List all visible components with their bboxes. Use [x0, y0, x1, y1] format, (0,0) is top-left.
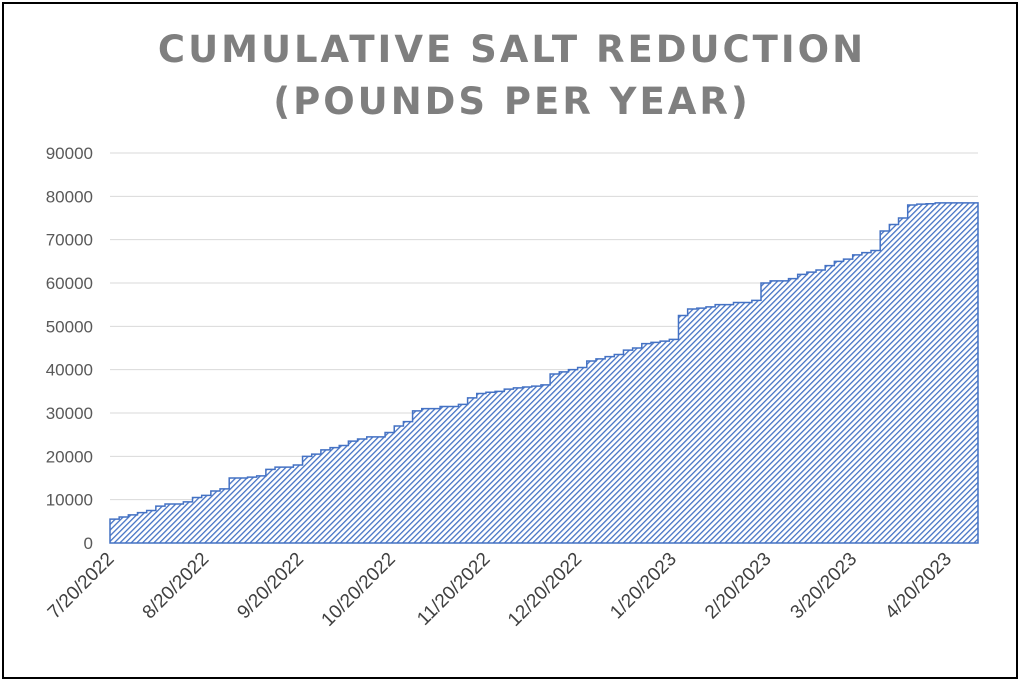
chart-title-line-1: CUMULATIVE SALT REDUCTION	[158, 28, 866, 71]
y-tick-label: 40000	[46, 361, 93, 380]
x-axis-tick-labels: 7/20/2022 8/20/2022 9/20/2022 10/20/2022 11/…	[44, 549, 956, 631]
y-tick-label: 50000	[46, 317, 93, 336]
x-tick-label: 11/20/2022	[413, 549, 494, 630]
y-tick-label: 60000	[46, 274, 93, 293]
y-tick-label: 0	[84, 534, 93, 553]
x-tick-label: 10/20/2022	[318, 549, 400, 631]
series-0-area	[109, 202, 979, 544]
chart-title-line-2: (POUNDS PER YEAR)	[273, 80, 751, 123]
y-tick-label: 10000	[46, 491, 93, 510]
x-tick-label: 9/20/2022	[233, 549, 308, 624]
x-tick-label: 1/20/2023	[606, 549, 681, 624]
series-area	[109, 202, 979, 544]
x-tick-label: 3/20/2023	[787, 549, 862, 624]
x-tick-label: 12/20/2022	[504, 549, 586, 631]
y-tick-label: 20000	[46, 447, 93, 466]
x-tick-label: 2/20/2023	[701, 549, 776, 624]
y-tick-label: 70000	[46, 231, 93, 250]
x-tick-label: 8/20/2022	[139, 549, 214, 624]
x-tick-label: 7/20/2022	[44, 549, 119, 624]
y-tick-label: 80000	[46, 187, 93, 206]
y-tick-label: 30000	[46, 404, 93, 423]
y-axis-tick-labels: 0 10000 20000 30000 40000 50000 60000 70000 8000…	[46, 144, 93, 553]
y-tick-label: 90000	[46, 144, 93, 163]
x-tick-label: 4/20/2023	[881, 549, 956, 624]
